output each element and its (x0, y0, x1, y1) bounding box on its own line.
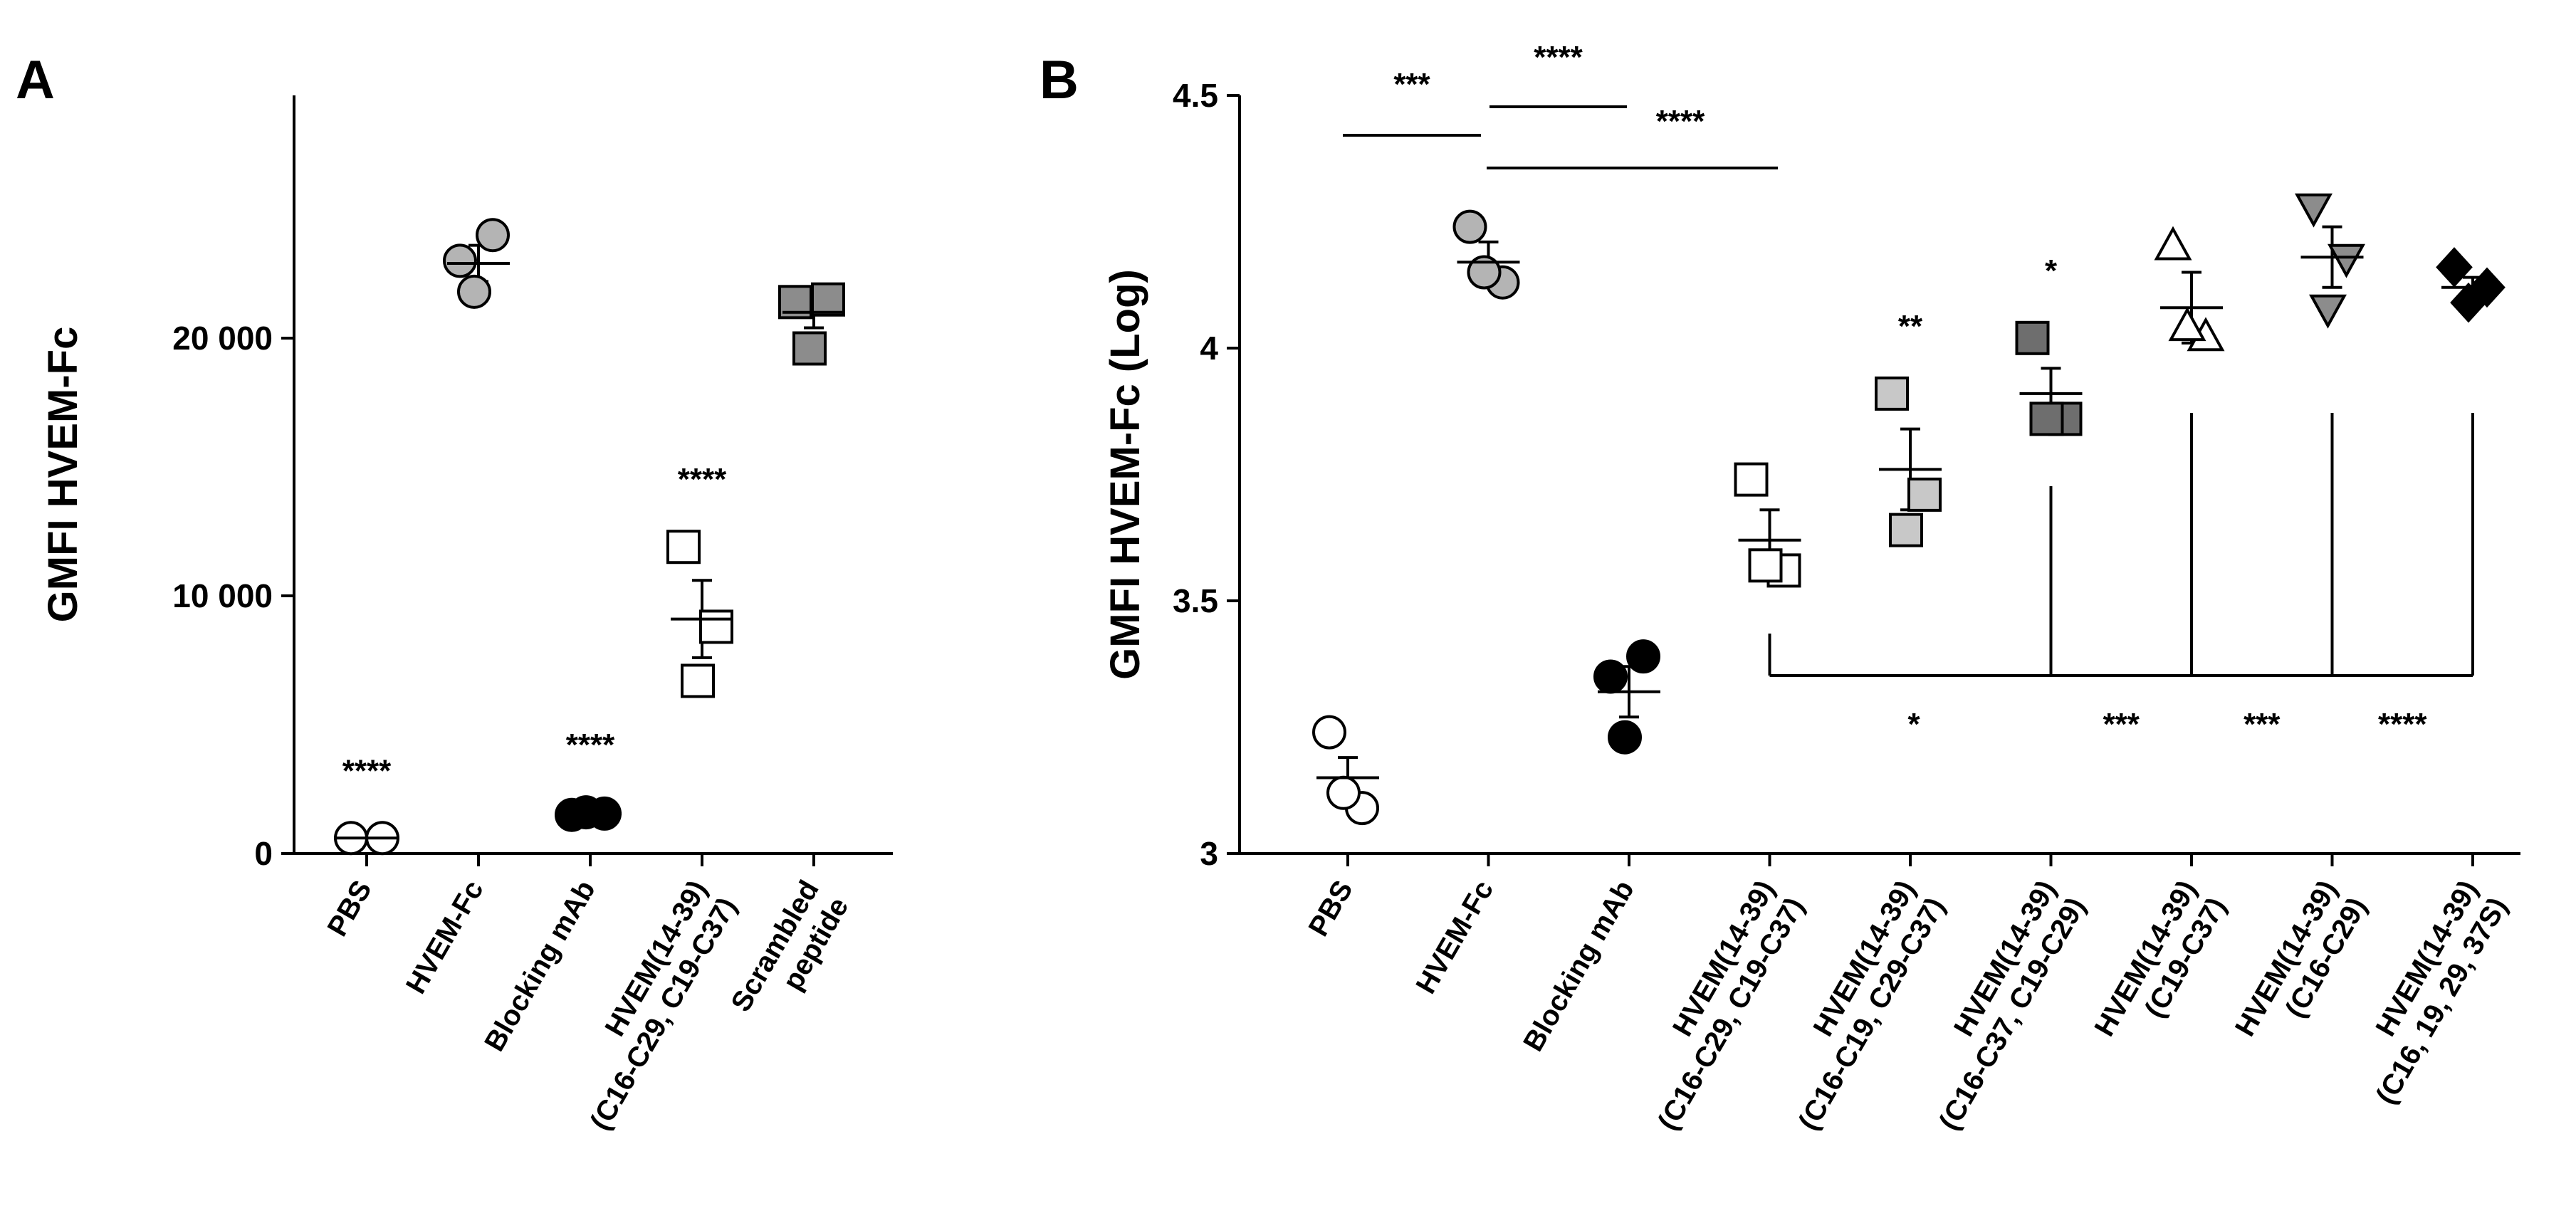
significance-label: **** (342, 753, 392, 788)
bracket-label: **** (1656, 104, 1705, 139)
bracket-label: **** (2378, 707, 2427, 742)
data-point (1889, 513, 1923, 547)
x-tick-label: HVEM(14-39)(C16-C29) (2229, 876, 2373, 1059)
y-tick-label: 10 000 (172, 577, 273, 614)
data-point (457, 274, 491, 309)
data-point (1312, 715, 1346, 750)
data-point (699, 609, 733, 644)
data-point (666, 530, 701, 565)
data-point (2309, 294, 2347, 329)
y-axis-label: GMFI HVEM-Fc (40, 327, 86, 623)
x-tick-label: PBS (322, 876, 378, 942)
data-point (476, 218, 510, 253)
x-tick-label: Scrambledpeptide (725, 876, 854, 1034)
data-point (811, 282, 845, 317)
data-point (2436, 247, 2473, 288)
x-tick-label: HVEM(14-39)(C19-C37) (2088, 876, 2232, 1059)
data-point (2154, 226, 2192, 261)
data-point (443, 243, 477, 278)
y-tick-label: 0 (254, 835, 273, 872)
data-point (1326, 775, 1361, 810)
data-point (1734, 462, 1769, 497)
x-tick-label: HVEM-Fc (400, 876, 490, 999)
x-tick-label: HVEM-Fc (1410, 876, 1499, 999)
bracket-label: **** (1534, 40, 1583, 75)
x-tick-label: PBS (1303, 876, 1359, 942)
data-point (2015, 320, 2050, 355)
data-point (2328, 243, 2365, 278)
significance-label: ** (1898, 309, 1923, 344)
x-tick-label: Blocking mAb (478, 876, 602, 1057)
data-point (1875, 376, 1909, 411)
bracket-label: *** (2243, 707, 2281, 742)
y-tick-label: 4 (1200, 330, 1218, 367)
x-tick-label: HVEM(14-39)(C16-C29, C19-C37) (1623, 876, 1811, 1136)
panel-letter-A: A (16, 50, 55, 110)
y-axis-label: GMFI HVEM-Fc (Log) (1102, 269, 1148, 680)
bracket-label: * (1907, 707, 1920, 742)
x-tick-label: Blocking mAb (1517, 876, 1640, 1057)
bracket-label: *** (2103, 707, 2140, 742)
y-tick-label: 4.5 (1173, 77, 1218, 114)
data-point (2450, 282, 2487, 323)
significance-label: **** (566, 728, 615, 762)
data-point (2168, 307, 2206, 342)
data-point (1593, 659, 1628, 694)
data-point (2029, 401, 2064, 436)
data-point (2295, 193, 2332, 228)
data-point (1452, 209, 1487, 244)
data-point (1608, 720, 1642, 755)
panel-letter-B: B (1040, 50, 1079, 110)
data-point (1907, 477, 1942, 512)
y-tick-label: 3.5 (1173, 582, 1218, 619)
data-point (681, 663, 715, 698)
data-point (792, 331, 827, 366)
bracket-label: *** (1393, 67, 1430, 102)
data-point (1626, 639, 1660, 674)
data-point (1748, 548, 1783, 583)
significance-label: * (2045, 253, 2058, 288)
y-tick-label: 3 (1200, 835, 1218, 872)
data-point (1467, 255, 1502, 290)
y-tick-label: 20 000 (172, 320, 273, 357)
significance-label: **** (678, 462, 727, 497)
